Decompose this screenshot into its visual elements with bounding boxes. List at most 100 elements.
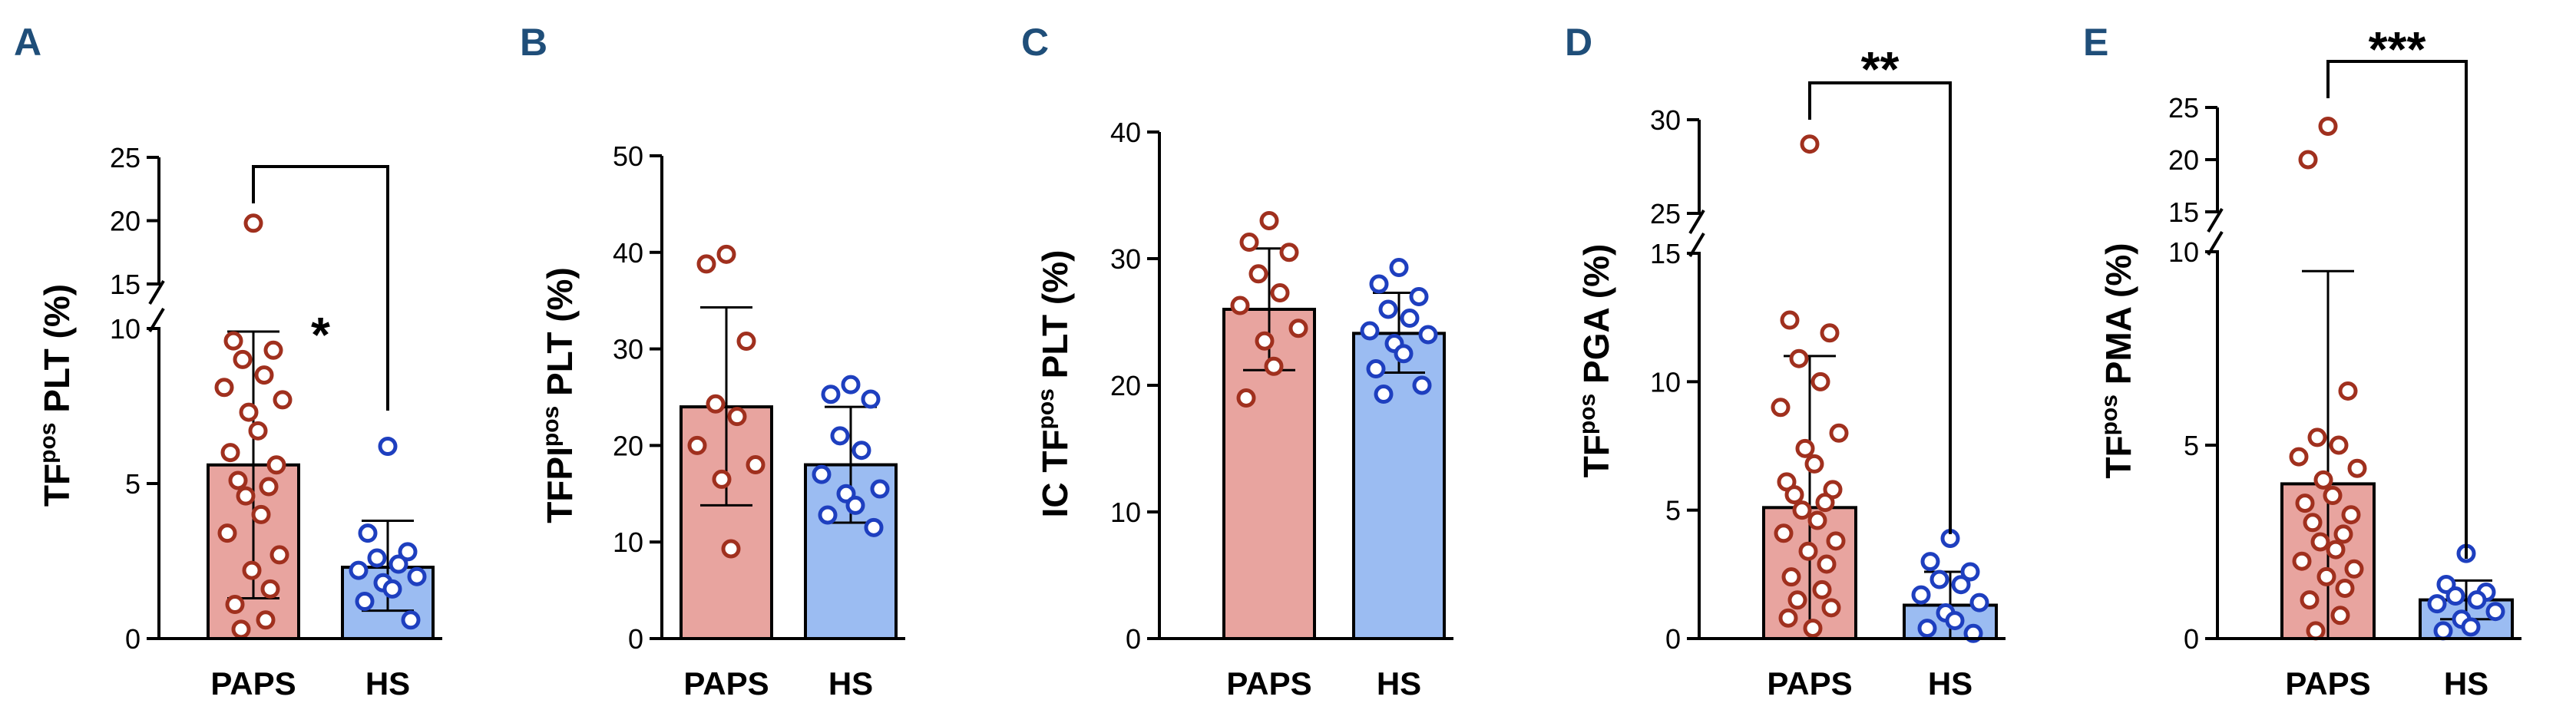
y-tick-label: 0 bbox=[628, 623, 643, 655]
panel-a: A TFpos PLT (%) PAPS HS 0 5 10 15 20 25 * bbox=[14, 21, 442, 702]
data-point bbox=[1400, 309, 1420, 328]
data-point bbox=[841, 375, 861, 395]
data-point bbox=[2445, 586, 2465, 606]
y-axis-label: TFpos PGA (%) bbox=[1575, 244, 1616, 478]
y-tick-label: 15 bbox=[1650, 238, 1681, 269]
data-point bbox=[2303, 513, 2323, 533]
y-tick-label: 30 bbox=[1110, 243, 1141, 275]
data-point bbox=[256, 610, 276, 630]
data-point bbox=[1807, 510, 1827, 530]
data-point bbox=[1781, 567, 1801, 587]
data-point bbox=[852, 441, 871, 461]
data-point bbox=[1259, 211, 1279, 230]
data-point bbox=[2318, 116, 2338, 136]
data-point bbox=[861, 389, 881, 409]
y-tick-label: 50 bbox=[613, 140, 643, 172]
data-point bbox=[1803, 619, 1823, 639]
y-tick-label: 20 bbox=[110, 206, 141, 237]
category-label: PAPS bbox=[2285, 665, 2370, 702]
data-point bbox=[1360, 321, 1380, 341]
y-tick-label: 5 bbox=[2184, 430, 2199, 461]
data-point bbox=[1787, 590, 1807, 610]
data-point bbox=[1800, 134, 1820, 154]
data-point bbox=[1288, 319, 1308, 338]
data-point bbox=[217, 523, 237, 543]
significance-label: *** bbox=[2369, 21, 2426, 77]
data-point bbox=[270, 545, 289, 565]
data-point bbox=[1784, 485, 1804, 505]
y-axis-label: TFPIpos PLT (%) bbox=[538, 267, 580, 523]
data-point bbox=[236, 486, 256, 506]
data-point bbox=[266, 455, 286, 475]
panel-letter: A bbox=[14, 21, 41, 64]
data-point bbox=[2313, 470, 2333, 490]
data-point bbox=[1239, 233, 1259, 253]
panel-c: C IC TFpos PLT (%) PAPS HS 0 10 20 30 40 bbox=[1021, 21, 1453, 702]
y-tick-label: 0 bbox=[2184, 623, 2199, 655]
y-tick-label: 10 bbox=[2168, 236, 2199, 268]
y-tick-label: 0 bbox=[125, 623, 141, 655]
data-point bbox=[1409, 287, 1429, 306]
data-point bbox=[1795, 438, 1815, 458]
data-point bbox=[1778, 608, 1798, 628]
data-point bbox=[2323, 486, 2343, 506]
y-tick-label: 10 bbox=[110, 313, 141, 345]
y-tick-label: 40 bbox=[1110, 117, 1141, 148]
data-point bbox=[1945, 611, 1965, 631]
data-point bbox=[1389, 258, 1409, 278]
y-tick-label: 25 bbox=[1650, 198, 1681, 229]
data-point bbox=[2316, 566, 2336, 586]
data-point bbox=[214, 378, 234, 398]
data-point bbox=[398, 542, 418, 562]
data-point bbox=[358, 523, 378, 543]
data-point bbox=[1771, 398, 1791, 418]
data-point bbox=[2335, 578, 2355, 598]
y-tick-label: 25 bbox=[2168, 92, 2199, 124]
data-point bbox=[821, 385, 841, 404]
significance-label: ** bbox=[1861, 41, 1900, 97]
data-point bbox=[1270, 283, 1290, 303]
y-axis-label: TFpos PMA (%) bbox=[2097, 243, 2138, 478]
data-point bbox=[830, 426, 850, 446]
data-point bbox=[1780, 310, 1800, 330]
data-point bbox=[1821, 598, 1841, 618]
data-point bbox=[2289, 447, 2309, 467]
axis-break-mark bbox=[2207, 207, 2224, 233]
data-point bbox=[2295, 494, 2315, 513]
data-point bbox=[260, 579, 280, 599]
panel-letter: E bbox=[2083, 21, 2108, 64]
data-point bbox=[870, 479, 890, 499]
data-point bbox=[389, 554, 408, 574]
data-point bbox=[746, 455, 766, 475]
panel-e: E TFpos PMA (%) PAPS HS 0 5 10 15 20 25 *** bbox=[2083, 21, 2521, 702]
data-point bbox=[716, 244, 736, 264]
data-point bbox=[2347, 458, 2367, 478]
data-point bbox=[2310, 532, 2330, 552]
axis-break-mark bbox=[1688, 209, 1705, 235]
data-point bbox=[1374, 385, 1394, 404]
data-point bbox=[2307, 428, 2327, 447]
data-point bbox=[2341, 505, 2361, 525]
data-point bbox=[1230, 295, 1250, 315]
y-tick-label: 5 bbox=[1665, 495, 1681, 527]
significance-bracket bbox=[252, 165, 389, 411]
category-label: HS bbox=[828, 665, 873, 702]
data-point bbox=[721, 539, 741, 559]
data-point bbox=[1378, 299, 1398, 319]
significance-bracket bbox=[2326, 60, 2468, 559]
data-point bbox=[1369, 274, 1389, 294]
data-point bbox=[1279, 243, 1299, 262]
data-point bbox=[1815, 493, 1835, 513]
data-point bbox=[2467, 590, 2487, 610]
data-point bbox=[687, 435, 707, 455]
data-point bbox=[736, 332, 756, 352]
data-point bbox=[401, 610, 421, 630]
data-point bbox=[2433, 621, 2453, 641]
data-point bbox=[378, 437, 398, 457]
data-point bbox=[1820, 323, 1840, 343]
data-point bbox=[727, 407, 747, 427]
data-point bbox=[2298, 150, 2318, 170]
data-point bbox=[2338, 381, 2358, 401]
y-axis-label: TFpos PLT (%) bbox=[35, 284, 77, 507]
data-point bbox=[1951, 575, 1971, 595]
